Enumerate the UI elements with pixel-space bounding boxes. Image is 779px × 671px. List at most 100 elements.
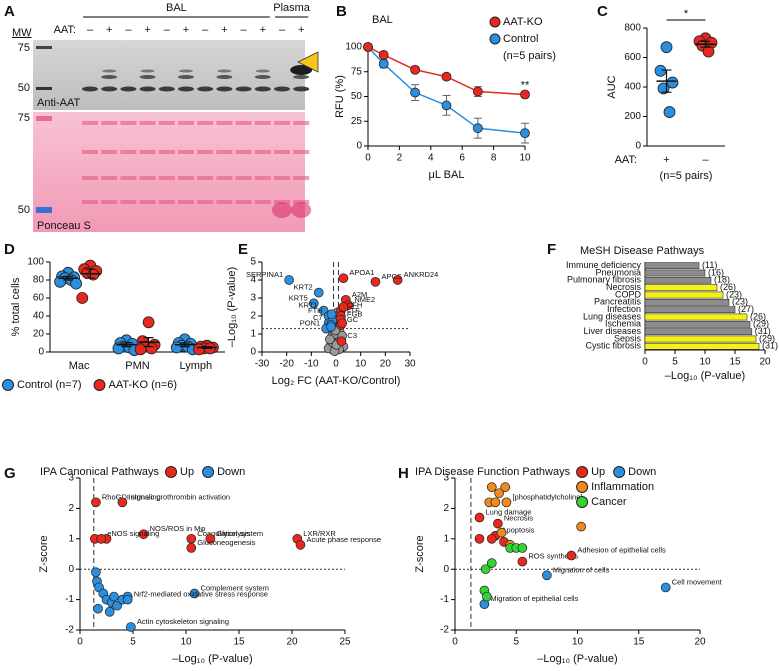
point-label: C7 [313,313,323,322]
panel-letter: E [238,241,248,258]
point [517,556,528,567]
y-tick-label: 2 [68,503,74,514]
bar [644,313,748,321]
stain-band [254,150,271,154]
y-tick-label: 1 [250,329,256,340]
sem-bar [63,275,74,281]
significance: * [684,8,689,20]
legend-label: AAT-KO (n=6) [109,379,178,391]
stain-band [216,121,233,125]
stain-band [293,176,310,180]
band [217,69,232,73]
x-axis-label: –Log₁₀ (P-value) [665,370,745,382]
bar-label: (26) [720,282,736,292]
band [254,86,271,92]
point [520,89,530,100]
legend-label: Cancer [591,496,627,508]
point [313,287,324,298]
y-tick-label: 25 [351,116,363,127]
bar-label: (29) [759,333,775,343]
point-label: Apoptosis [501,526,534,535]
stain-band [274,121,290,125]
x-axis-label: μL BAL [429,169,465,181]
x-tick-label: 5 [672,357,678,368]
legend-label: Inflammation [591,481,654,493]
stain-band [178,176,194,180]
point [338,273,349,284]
series-line [367,46,526,134]
y-tick-label: 20 [33,329,45,340]
legend-marker [489,33,501,45]
legend-marker [576,496,589,508]
y-tick-label: -2 [65,625,74,636]
bar [644,269,706,277]
band [272,202,292,218]
band [293,86,310,92]
panel-letter: D [4,241,15,258]
x-tick-label: 15 [633,637,645,648]
point-label: Coagulation system [197,529,263,538]
x-tick-label: Lymph [180,360,213,372]
lane-sign: – [164,24,171,36]
point [112,600,122,611]
stain-band [82,121,98,125]
x-tick-label: – [702,154,709,166]
x-tick-label: 30 [404,359,416,370]
stain-band [158,200,175,204]
lane-sign: – [279,24,286,36]
mw-label: 50 [18,82,30,94]
stain-band [158,150,175,154]
point [145,342,158,355]
point [122,594,133,605]
chart-title: IPA Disease Function Pathways [415,466,571,478]
lane-sign: + [221,24,227,36]
inset-label: BAL [372,14,393,26]
point [486,533,497,544]
point [112,342,125,355]
band [158,86,175,92]
point [486,482,497,492]
sem-bar [700,40,711,48]
band [139,86,156,92]
y-axis-label: Z-score [414,535,426,572]
y-tick-label: 60 [33,293,45,304]
aat-label: AAT: [54,24,76,36]
point-label: KRT1 [299,301,318,310]
x-tick-label: -20 [279,359,294,370]
stain-band [120,200,137,204]
bar-label: (18) [714,275,730,285]
x-tick-label: 25 [339,637,351,648]
panel-letter: A [4,3,15,20]
category-label: Pulmonary fibrosis [567,275,642,285]
point [410,87,421,98]
stain-band [158,176,175,180]
point [490,497,501,508]
legend-label: Control [503,33,538,45]
y-tick-label: 100 [345,42,362,53]
point-label: RhoGDI signaling [102,492,161,501]
bar [644,342,760,350]
point [326,309,337,320]
point [142,316,155,329]
stain-band [197,121,214,125]
x-tick-label: 20 [286,637,298,648]
stain-band [139,150,156,154]
category-label: Ischemia [605,319,641,329]
point-label: Actin cytoskeleton signaling [137,617,229,626]
stain-band [139,121,156,125]
y-axis-label: % total cells [10,277,22,336]
legend-marker [202,466,215,478]
point-label: Complement system [200,584,268,593]
y-tick-label: -1 [440,594,449,605]
point [566,550,577,561]
point [493,518,503,529]
x-tick-label: 4 [428,153,434,164]
band [255,69,270,73]
category-label: Pancreatitis [594,297,642,307]
marker-band [36,46,52,49]
legend-label: Up [180,466,194,478]
point [702,45,715,58]
y-tick-label: 3 [68,473,74,484]
point [93,603,103,614]
y-axis-label: Z-score [38,535,50,572]
